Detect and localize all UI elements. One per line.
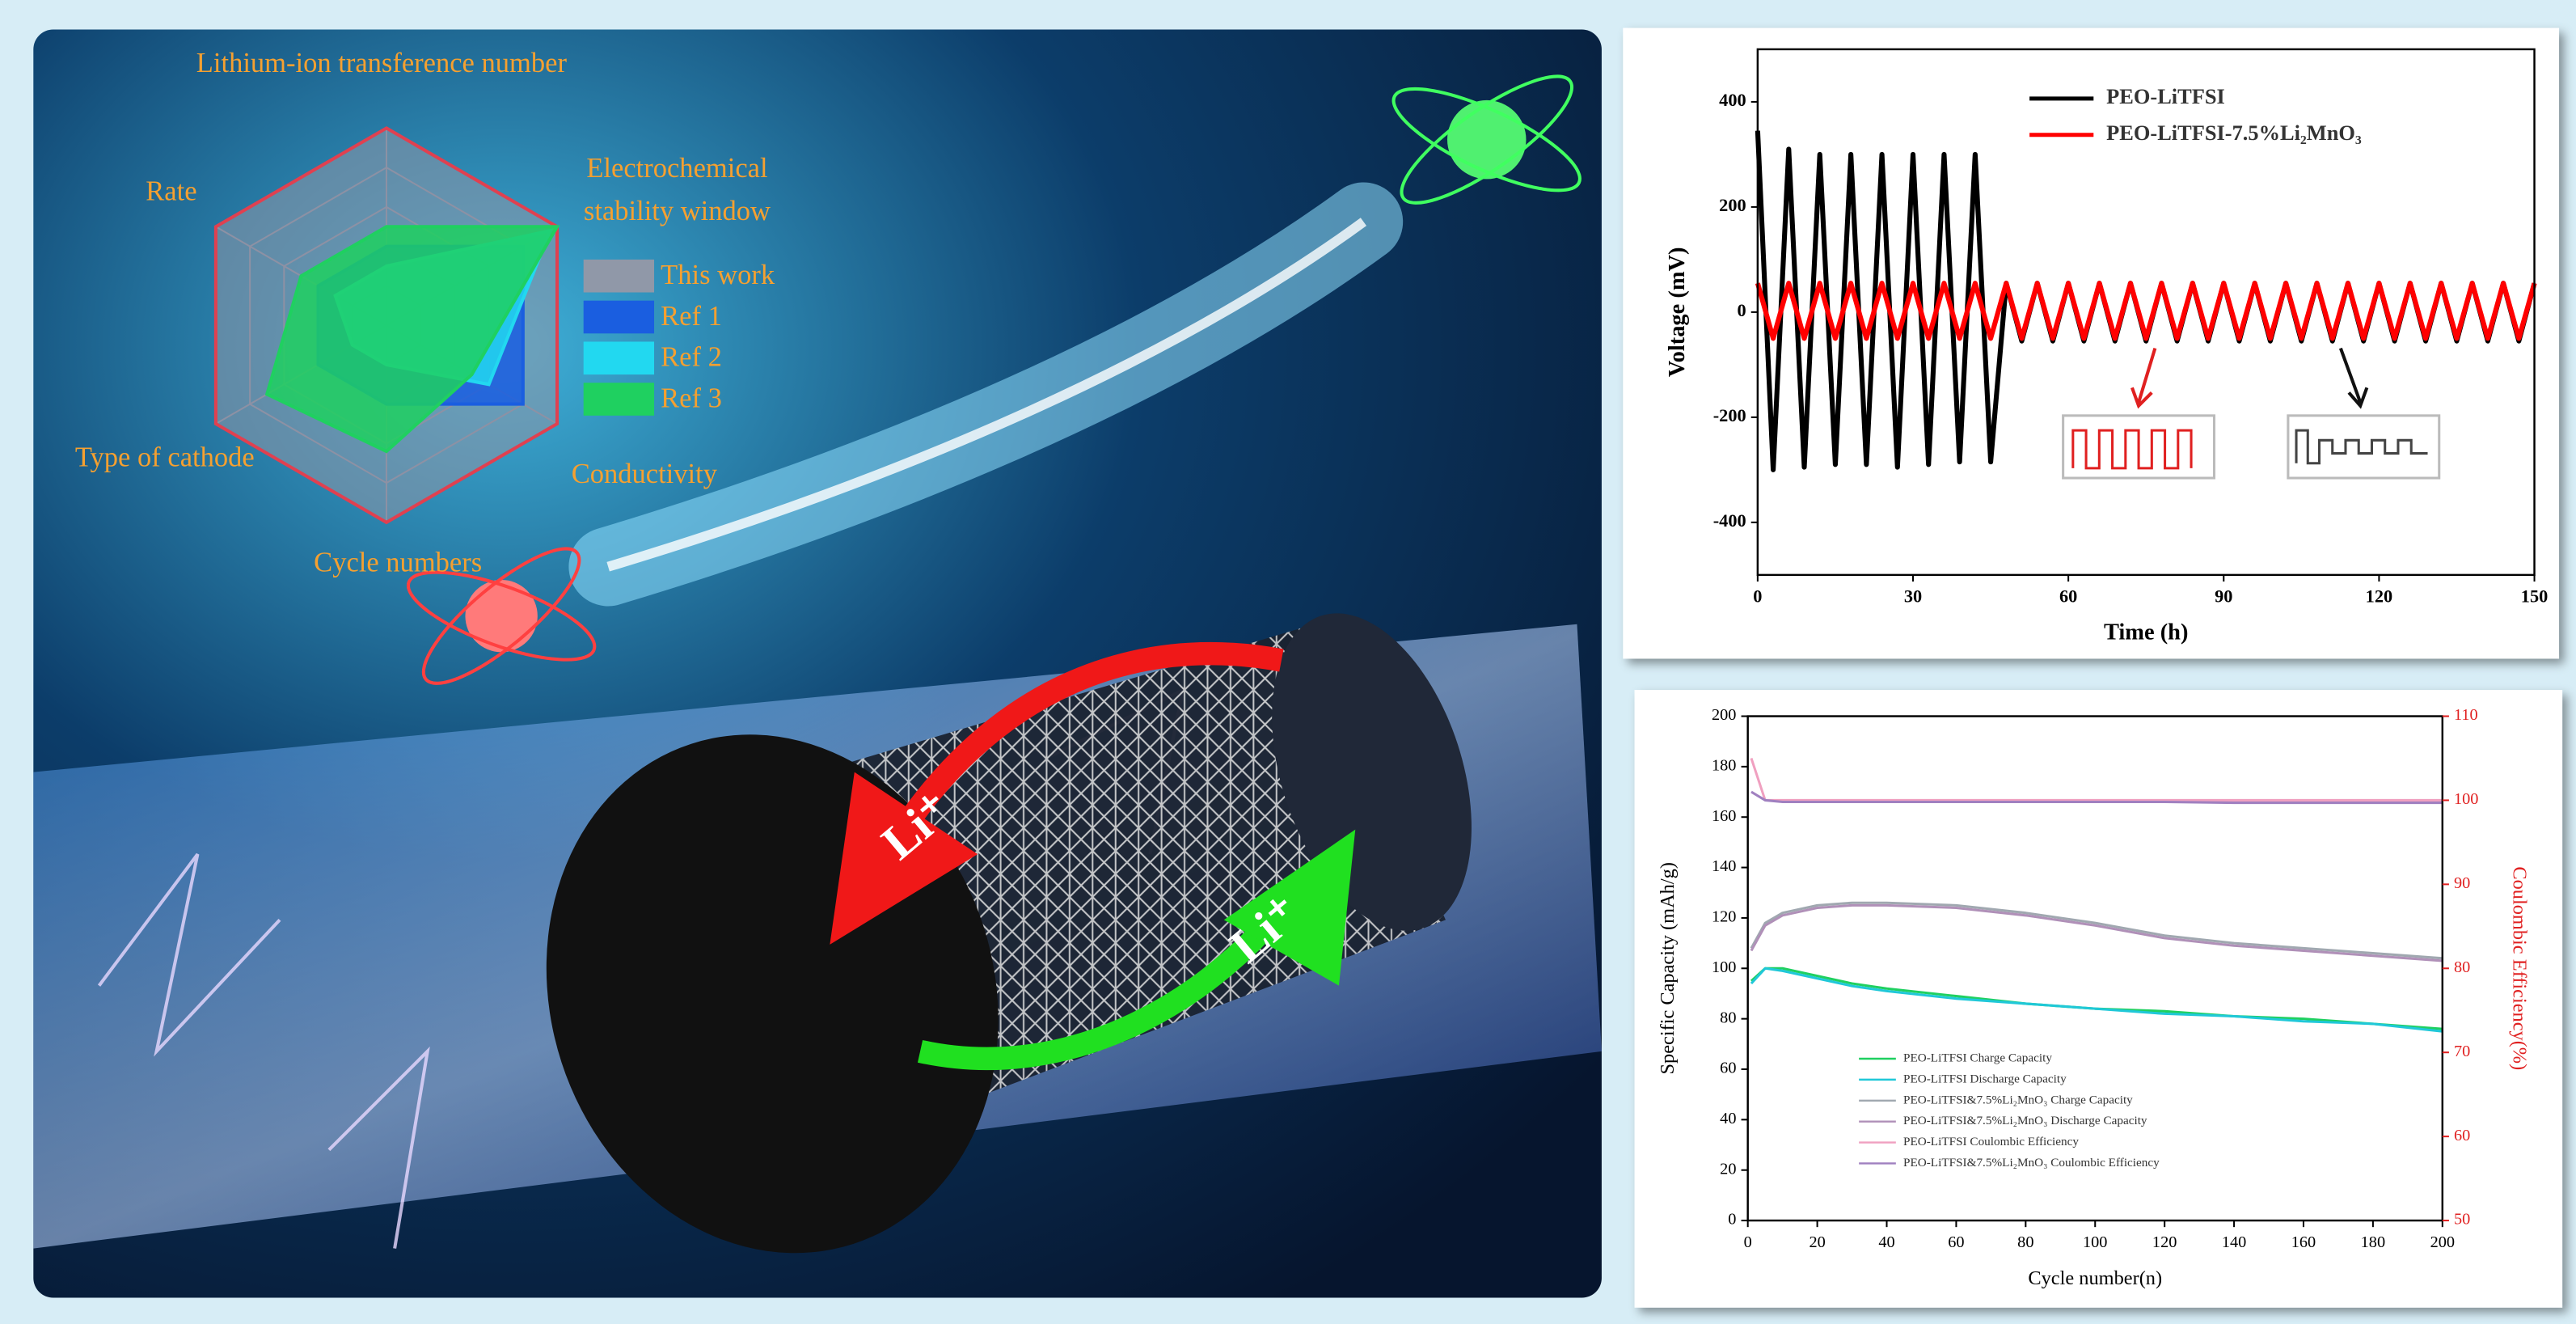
- x-tick-label: 30: [1904, 586, 1922, 606]
- legend-label: PEO-LiTFSI Coulombic Efficiency: [1903, 1135, 2079, 1148]
- y-tick-label: 80: [1720, 1009, 1736, 1026]
- y-tick-label: 400: [1719, 90, 1746, 110]
- x-tick-label: 20: [1809, 1233, 1825, 1251]
- radar-axis-label: Cycle numbers: [314, 548, 482, 578]
- y-tick-label: 40: [1720, 1110, 1736, 1127]
- radar-axis-label: Conductivity: [572, 459, 718, 489]
- y2-tick-label: 110: [2454, 706, 2478, 724]
- x-axis-label: Cycle number(n): [2028, 1267, 2162, 1289]
- x-tick-label: 90: [2215, 586, 2232, 606]
- y-tick-label: -400: [1713, 510, 1746, 531]
- legend-label: PEO-LiTFSI Charge Capacity: [1903, 1051, 2052, 1064]
- radar-axis-label: Rate: [146, 176, 196, 207]
- y2-tick-label: 50: [2454, 1211, 2470, 1229]
- y2-tick-label: 90: [2454, 874, 2470, 892]
- legend-label: This work: [661, 260, 775, 290]
- figure: Li⁺ Li⁺ Lithium-ion transference numberE…: [0, 0, 2576, 1324]
- legend-label: PEO-LiTFSI Discharge Capacity: [1903, 1072, 2067, 1085]
- y-tick-label: -200: [1713, 405, 1746, 425]
- legend-label: Ref 3: [661, 383, 722, 413]
- x-tick-label: 40: [1878, 1233, 1894, 1251]
- legend-label: PEO-LiTFSI&7.5%Li₂MnO₃ Coulombic Efficie…: [1903, 1156, 2160, 1170]
- y2-axis-label: Coulombic Efficiency(%): [2509, 866, 2531, 1070]
- y-tick-label: 200: [1719, 195, 1746, 215]
- legend-label: PEO-LiTFSI: [2106, 84, 2225, 108]
- legend-label: Ref 2: [661, 342, 722, 373]
- page: Li⁺ Li⁺ Lithium-ion transference numberE…: [0, 0, 2576, 1324]
- legend-swatch: [584, 341, 654, 374]
- y-axis-label: Specific Capacity (mAh/g): [1657, 862, 1679, 1074]
- y-axis-label: Voltage (mV): [1665, 247, 1690, 378]
- legend-label: PEO-LiTFSI&7.5%Li₂MnO₃ Discharge Capacit…: [1903, 1114, 2147, 1127]
- radar-axis-label: Type of cathode: [75, 442, 255, 473]
- y-tick-label: 0: [1737, 300, 1746, 320]
- x-tick-label: 0: [1753, 586, 1762, 606]
- y-tick-label: 200: [1712, 706, 1736, 724]
- x-tick-label: 0: [1744, 1233, 1752, 1251]
- panel: [1635, 690, 2563, 1308]
- panel: [1623, 28, 2559, 659]
- y2-tick-label: 100: [2454, 790, 2478, 808]
- y-tick-label: 160: [1712, 807, 1736, 825]
- y-tick-label: 20: [1720, 1160, 1736, 1178]
- y2-tick-label: 70: [2454, 1043, 2470, 1060]
- x-tick-label: 80: [2017, 1233, 2033, 1251]
- y-tick-label: 60: [1720, 1060, 1736, 1077]
- y-tick-label: 0: [1728, 1211, 1736, 1229]
- y-tick-label: 120: [1712, 908, 1736, 926]
- radar-axis-label: Lithium-ion transference number: [196, 48, 568, 78]
- legend-swatch: [584, 383, 654, 416]
- x-axis-label: Time (h): [2104, 620, 2188, 645]
- x-tick-label: 150: [2521, 586, 2549, 606]
- y-tick-label: 140: [1712, 857, 1736, 875]
- x-tick-label: 120: [2366, 586, 2393, 606]
- y-tick-label: 100: [1712, 958, 1736, 976]
- y2-tick-label: 60: [2454, 1127, 2470, 1144]
- legend-label: PEO-LiTFSI-7.5%Li₂MnO₃: [2106, 121, 2362, 145]
- x-tick-label: 140: [2222, 1233, 2246, 1251]
- x-tick-label: 180: [2361, 1233, 2385, 1251]
- legend-label: Ref 1: [661, 301, 722, 332]
- legend-swatch: [584, 260, 654, 293]
- x-tick-label: 100: [2083, 1233, 2107, 1251]
- x-tick-label: 120: [2152, 1233, 2177, 1251]
- x-tick-label: 200: [2430, 1233, 2455, 1251]
- y2-tick-label: 80: [2454, 958, 2470, 976]
- x-tick-label: 60: [1948, 1233, 1964, 1251]
- x-tick-label: 160: [2291, 1233, 2316, 1251]
- y-tick-label: 180: [1712, 757, 1736, 775]
- legend-label: PEO-LiTFSI&7.5%Li₂MnO₃ Charge Capacity: [1903, 1093, 2133, 1106]
- x-tick-label: 60: [2059, 586, 2077, 606]
- legend-swatch: [584, 301, 654, 334]
